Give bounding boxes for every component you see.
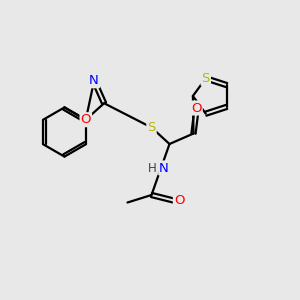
- Text: N: N: [89, 74, 99, 87]
- Text: O: O: [191, 101, 202, 115]
- Text: S: S: [202, 72, 210, 85]
- Text: O: O: [174, 194, 184, 208]
- Text: H: H: [148, 161, 157, 175]
- Text: O: O: [81, 113, 91, 126]
- Text: S: S: [147, 121, 156, 134]
- Text: N: N: [159, 161, 169, 175]
